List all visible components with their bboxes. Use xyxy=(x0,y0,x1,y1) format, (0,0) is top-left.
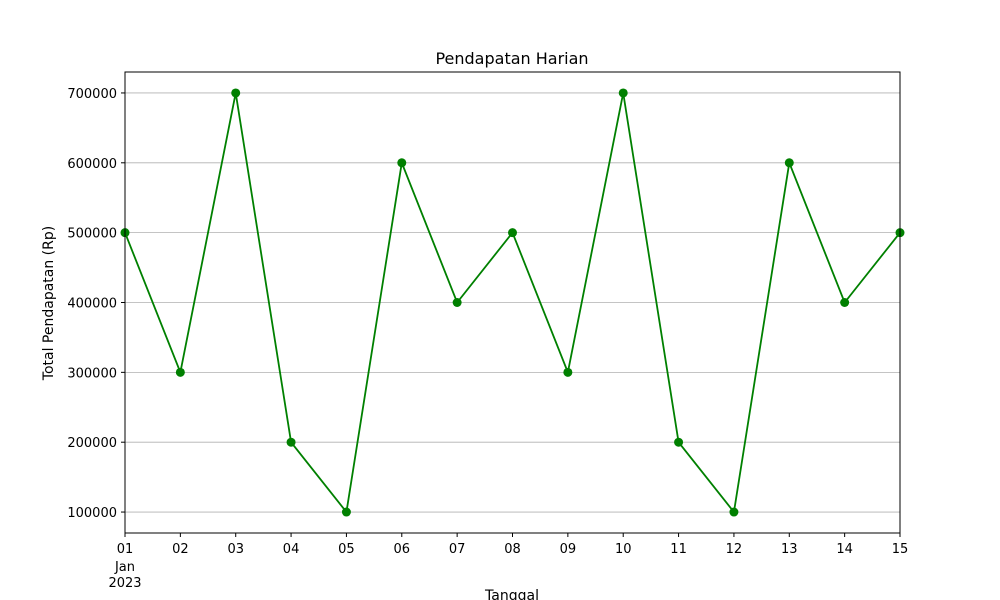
x-tick-label: 04 xyxy=(283,542,300,557)
x-tick-label: 02 xyxy=(172,542,189,557)
marker xyxy=(286,437,296,447)
chart-title: Pendapatan Harian xyxy=(435,49,588,68)
marker xyxy=(563,367,573,377)
marker xyxy=(175,367,185,377)
x-tick-label: 08 xyxy=(504,542,521,557)
y-tick-label: 700000 xyxy=(67,87,117,102)
y-tick-label: 500000 xyxy=(67,227,117,242)
x-tick-label: 03 xyxy=(227,542,244,557)
marker xyxy=(729,507,739,517)
x-month-label: Jan xyxy=(114,560,135,575)
marker xyxy=(452,298,462,307)
x-tick-label: 15 xyxy=(892,542,909,557)
x-tick-label: 12 xyxy=(726,542,743,557)
plot-frame xyxy=(124,71,901,534)
marker xyxy=(508,228,517,238)
x-tick-label: 13 xyxy=(781,542,798,557)
marker xyxy=(784,158,794,168)
y-tick-label: 600000 xyxy=(67,157,117,172)
marker xyxy=(397,158,407,168)
x-tick-label: 11 xyxy=(670,542,687,557)
y-tick-label: 100000 xyxy=(67,506,117,521)
marker xyxy=(341,507,351,517)
x-axis-label: Tanggal xyxy=(484,588,539,600)
x-tick-label: 01 xyxy=(117,542,134,557)
marker xyxy=(618,88,628,98)
x-tick-label: 06 xyxy=(394,542,411,557)
y-axis-label: Total Pendapatan (Rp) xyxy=(41,226,57,381)
y-tick-label: 200000 xyxy=(67,436,117,451)
x-tick-label: 05 xyxy=(338,542,355,557)
marker xyxy=(840,298,850,307)
x-tick-label: 14 xyxy=(836,542,853,557)
x-year-label: 2023 xyxy=(108,576,141,591)
y-tick-label: 400000 xyxy=(67,297,117,312)
marker xyxy=(674,437,684,447)
marker xyxy=(231,88,241,98)
x-tick-label: 09 xyxy=(560,542,577,557)
x-tick-label: 07 xyxy=(449,542,466,557)
x-tick-label: 10 xyxy=(615,542,632,557)
y-tick-label: 300000 xyxy=(67,366,117,381)
